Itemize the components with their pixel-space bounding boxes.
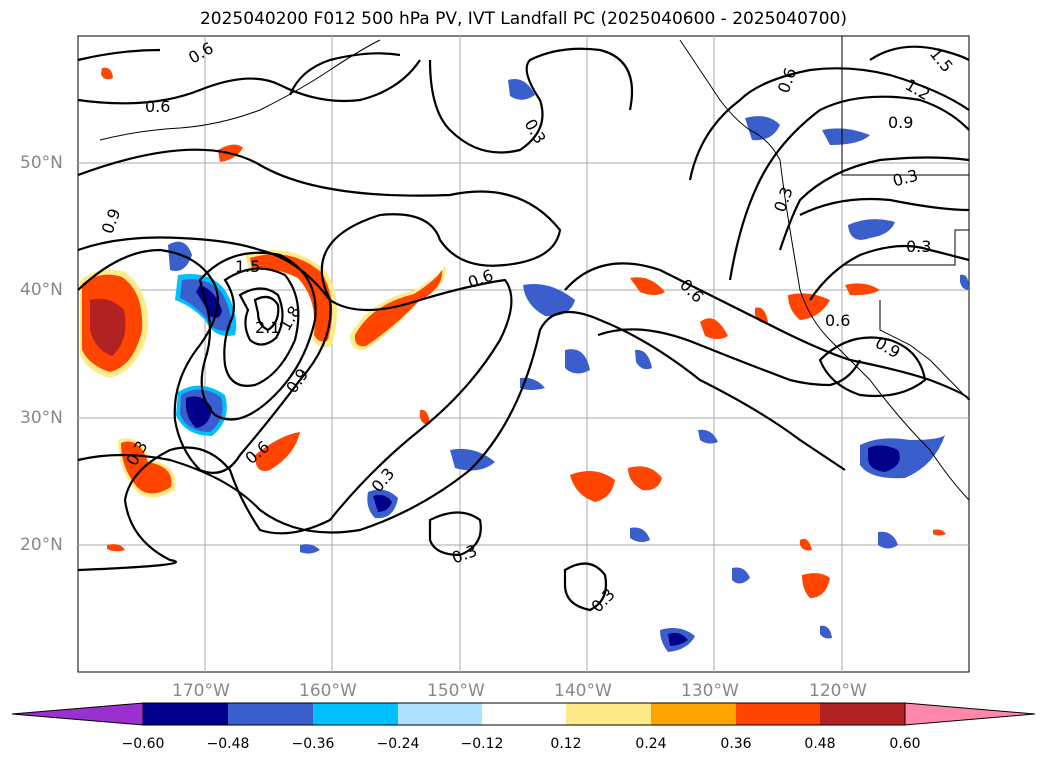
lon-label: 150°W bbox=[427, 681, 485, 701]
contour-label: 0.6 bbox=[145, 97, 170, 116]
colorbar-tick: −0.60 bbox=[121, 736, 165, 752]
contour-label: 0.3 bbox=[906, 237, 931, 256]
colorbar-tick: 0.12 bbox=[550, 736, 582, 752]
gridlines bbox=[78, 36, 969, 672]
lon-label: 140°W bbox=[554, 681, 612, 701]
lat-label: 40°N bbox=[20, 280, 63, 300]
contour-label: 2.1 bbox=[255, 318, 280, 337]
lat-label: 30°N bbox=[20, 408, 63, 428]
contour-label: 1.5 bbox=[235, 257, 260, 276]
lat-label: 50°N bbox=[20, 153, 63, 173]
colorbar-tick: 0.36 bbox=[720, 736, 752, 752]
lon-label: 130°W bbox=[681, 681, 739, 701]
lat-label: 20°N bbox=[20, 535, 63, 555]
colorbar-tick: −0.12 bbox=[460, 736, 504, 752]
lon-label: 170°W bbox=[172, 681, 230, 701]
colorbar-extend-max bbox=[904, 702, 1036, 726]
map-frame bbox=[77, 35, 970, 673]
colorbar bbox=[11, 702, 1036, 726]
coastlines bbox=[99, 36, 970, 501]
contour-label: 0.9 bbox=[888, 113, 913, 132]
colorbar-tick: −0.36 bbox=[291, 736, 335, 752]
map-title: 2025040200 F012 500 hPa PV, IVT Landfall… bbox=[199, 9, 847, 29]
contour-label: 0.6 bbox=[825, 311, 850, 330]
colorbar-tick: −0.48 bbox=[206, 736, 250, 752]
lon-label: 120°W bbox=[809, 681, 867, 701]
colorbar-tick: 0.60 bbox=[889, 736, 921, 752]
colorbar-extend-min bbox=[11, 702, 144, 726]
colorbar-tick: 0.24 bbox=[635, 736, 667, 752]
colorbar-tick: −0.24 bbox=[376, 736, 420, 752]
lon-label: 160°W bbox=[299, 681, 357, 701]
colorbar-tick: 0.48 bbox=[804, 736, 836, 752]
pv-contours bbox=[77, 45, 971, 612]
